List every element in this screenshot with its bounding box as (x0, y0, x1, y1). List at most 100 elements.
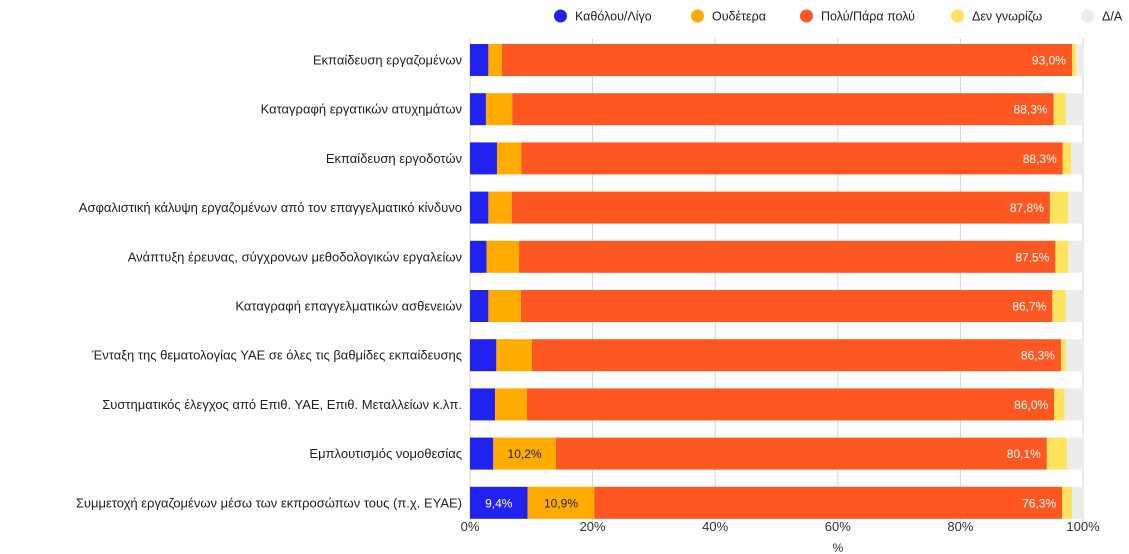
legend-swatch (1081, 9, 1094, 23)
category-label: Καταγραφή επαγγελματικών ασθενειών (235, 299, 462, 314)
data-label: 86,3% (1021, 349, 1055, 363)
legend-swatch (691, 9, 704, 23)
data-label: 88,3% (1023, 152, 1057, 166)
x-tick-label: 20% (580, 519, 606, 534)
bar-segment-δ-α (1068, 191, 1083, 224)
bar-segment-δ-α (1071, 142, 1083, 175)
bar-segment-ουδέτερα (496, 339, 532, 372)
category-label: Ένταξη της θεματολογίας ΥΑΕ σε όλες τις … (91, 348, 462, 363)
data-label: 86,0% (1014, 398, 1048, 412)
bar-segment-πολύ-πάρα-πολύ (501, 44, 1072, 76)
x-tick-label: 60% (825, 519, 851, 534)
bar-segment-δ-α (1068, 240, 1083, 273)
bar-segment-καθόλου-λίγο (470, 93, 486, 126)
category-labels: Εκπαίδευση εργαζομένων Καταγραφή εργατικώ… (76, 53, 462, 511)
legend-item-δ-α: Δ/Α (1081, 9, 1123, 24)
bar-segment-ουδέτερα (485, 93, 513, 126)
legend-swatch (554, 9, 567, 23)
legend-label: Δ/Α (1102, 10, 1123, 24)
bar-segment-καθόλου-λίγο (470, 437, 494, 470)
bar-segment-πολύ-πάρα-πολύ (521, 142, 1063, 175)
legend-item-ουδέτερα: Ουδέτερα (691, 9, 766, 24)
bar-segment-δ-α (1071, 486, 1083, 519)
bar-segment-δεν-γνωρίζω (1062, 486, 1072, 519)
x-axis: 0% 20% 40% 60% 80% 100% (461, 519, 1100, 534)
bar-segment-πολύ-πάρα-πολύ (520, 290, 1053, 322)
bar-segment-δεν-γνωρίζω (1053, 93, 1066, 126)
data-label: 10,2% (508, 447, 542, 461)
data-label: 76,3% (1022, 496, 1056, 510)
x-tick-label: 100% (1066, 519, 1100, 534)
bar-segment-ουδέτερα (496, 142, 522, 175)
bars (470, 44, 1083, 519)
category-label: Ασφαλιστική κάλυψη εργαζομένων από τον ε… (79, 200, 462, 215)
legend-item-καθόλου-λίγο: Καθόλου/Λίγο (554, 9, 652, 24)
bar-segment-δ-α (1065, 290, 1083, 322)
bar-segment-πολύ-πάρα-πολύ (511, 191, 1050, 224)
bar-segment-δεν-γνωρίζω (1062, 142, 1072, 175)
category-label: Συστηματικός έλεγχος από Επιθ. ΥΑΕ, Επιθ… (102, 397, 462, 412)
legend-label: Πολύ/Πάρα πολύ (821, 10, 915, 24)
bar-segment-δ-α (1076, 44, 1083, 76)
data-label: 88,3% (1014, 103, 1048, 117)
bar-segment-ουδέτερα (488, 44, 502, 76)
legend-label: Ουδέτερα (712, 10, 766, 24)
bar-segment-καθόλου-λίγο (470, 388, 496, 421)
bar-segment-ουδέτερα (488, 290, 521, 322)
bar-segment-δεν-γνωρίζω (1071, 44, 1077, 76)
bar-segment-ουδέτερα (486, 240, 520, 273)
data-label: 80,1% (1007, 447, 1041, 461)
data-label: 86,7% (1012, 300, 1046, 314)
x-tick-label: 80% (947, 519, 973, 534)
data-labels: 93,0% 88,3% 88,3% 87,8% 87,5% 86,7% 86,3% 86,0%… (485, 54, 1066, 511)
data-label: 93,0% (1032, 54, 1066, 68)
bar-segment-δεν-γνωρίζω (1052, 290, 1066, 322)
bar-segment-πολύ-πάρα-πολύ (594, 486, 1063, 519)
bar-segment-καθόλου-λίγο (470, 486, 528, 519)
bar-segment-δ-α (1065, 93, 1083, 126)
x-axis-title: % (833, 541, 844, 554)
bar-segment-δ-α (1065, 339, 1083, 372)
bar-segment-δεν-γνωρίζω (1055, 240, 1069, 273)
legend: Καθόλου/Λίγο Ουδέτερα Πολύ/Πάρα πολύ Δεν γν… (554, 9, 1123, 24)
bar-segment-δεν-γνωρίζω (1049, 191, 1069, 224)
bar-segment-καθόλου-λίγο (470, 290, 489, 322)
bar-segment-δεν-γνωρίζω (1054, 388, 1065, 421)
bar-segment-πολύ-πάρα-πολύ (512, 93, 1054, 126)
bar-segment-πολύ-πάρα-πολύ (527, 388, 1055, 421)
legend-item-δεν-γνωρίζω: Δεν γνωρίζω (951, 9, 1042, 24)
bar-segment-πολύ-πάρα-πολύ (555, 437, 1047, 470)
category-label: Καταγραφή εργατικών ατυχημάτων (261, 102, 462, 117)
category-label: Εκπαίδευση εργοδοτών (326, 151, 462, 166)
legend-swatch (800, 9, 813, 23)
bar-segment-καθόλου-λίγο (470, 240, 487, 273)
category-label: Ανάπτυξη έρευνας, σύγχρονων μεθοδολογικώ… (128, 249, 462, 264)
bar-segment-καθόλου-λίγο (470, 142, 497, 175)
bar-segment-δ-α (1064, 388, 1083, 421)
x-tick-label: 40% (702, 519, 728, 534)
legend-item-πολύ-πάρα-πολύ: Πολύ/Πάρα πολύ (800, 9, 915, 24)
category-label: Συμμετοχή εργαζομένων μέσω των εκπροσώπω… (76, 495, 462, 510)
data-label: 10,9% (544, 496, 578, 510)
category-label: Εμπλουτισμός νομοθεσίας (309, 446, 462, 461)
bar-segment-δεν-γνωρίζω (1046, 437, 1068, 470)
bar-segment-ουδέτερα (527, 486, 595, 519)
legend-label: Δεν γνωρίζω (972, 10, 1042, 24)
data-label: 87,8% (1010, 201, 1044, 215)
bar-segment-ουδέτερα (488, 191, 512, 224)
data-label: 9,4% (485, 496, 513, 510)
legend-label: Καθόλου/Λίγο (575, 10, 652, 24)
category-label: Εκπαίδευση εργαζομένων (313, 53, 462, 68)
data-label: 87,5% (1015, 250, 1049, 264)
bar-segment-πολύ-πάρα-πολύ (519, 240, 1056, 273)
bar-segment-καθόλου-λίγο (470, 191, 489, 224)
bar-segment-δεν-γνωρίζω (1060, 339, 1066, 372)
bar-segment-ουδέτερα (493, 437, 556, 470)
bar-segment-καθόλου-λίγο (470, 44, 489, 76)
bar-segment-καθόλου-λίγο (470, 339, 497, 372)
bar-segment-δ-α (1067, 437, 1083, 470)
x-tick-label: 0% (461, 519, 480, 534)
bar-segment-πολύ-πάρα-πολύ (531, 339, 1061, 372)
